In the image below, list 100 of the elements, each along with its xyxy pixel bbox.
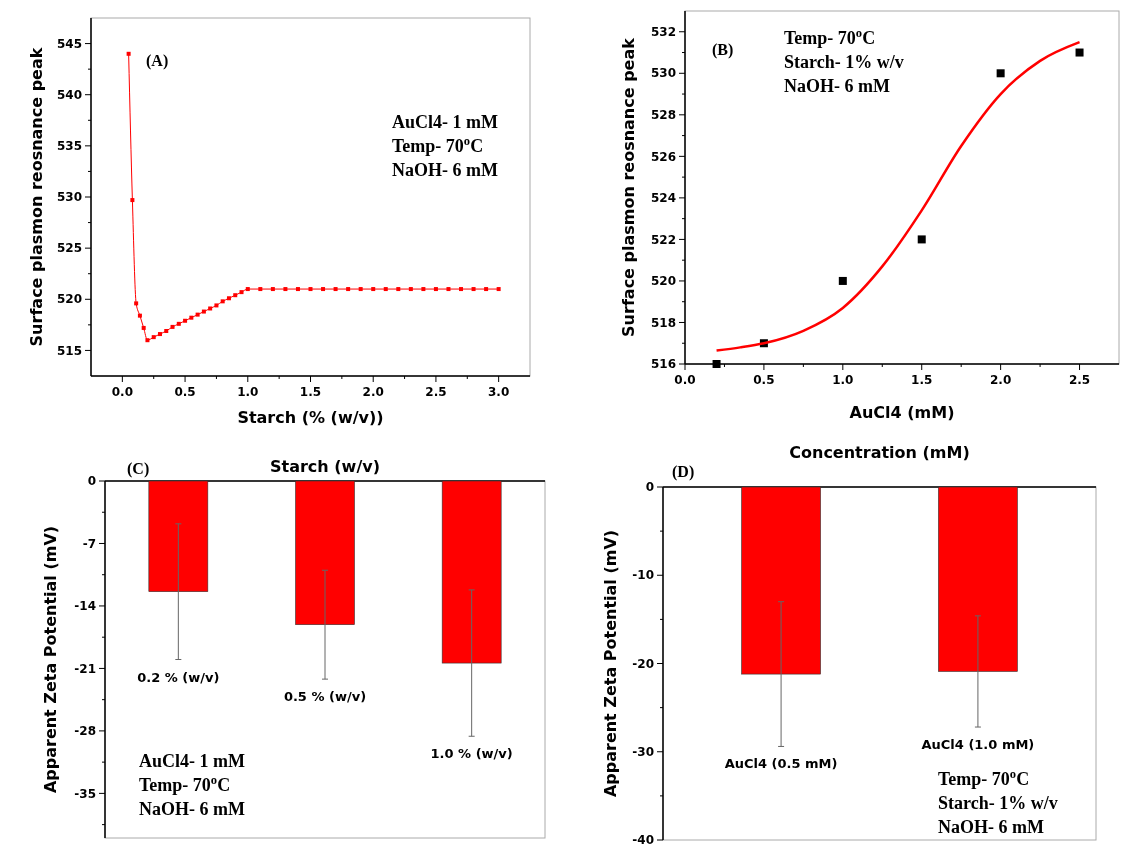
- y-tick-label: 522: [650, 232, 676, 247]
- point: [308, 287, 313, 292]
- y-axis-title: Apparent Zeta Potential (mV): [601, 529, 620, 798]
- y-tick-label: 530: [650, 66, 676, 81]
- point: [233, 293, 238, 298]
- y-axis-title: Surface plasmon reosnance peak: [619, 37, 638, 337]
- y-tick-label: -20: [632, 656, 654, 671]
- point: [838, 276, 847, 285]
- point: [164, 328, 169, 333]
- point: [183, 318, 188, 323]
- point: [170, 324, 175, 329]
- y-tick-label: -40: [632, 833, 654, 848]
- x-tick-label: AuCl4 (0.5 mM): [724, 756, 838, 772]
- point: [496, 287, 501, 292]
- x-tick-label: 0.0: [674, 373, 696, 387]
- text: (D): [672, 463, 695, 481]
- y-tick-label: -28: [74, 724, 96, 739]
- x-axis-title: AuCl4 (mM): [849, 403, 955, 422]
- annotation: NaOH- 6 mM: [139, 799, 245, 819]
- point: [1075, 48, 1084, 57]
- x-tick-label: 3.0: [488, 385, 510, 399]
- point: [220, 299, 225, 304]
- y-tick-label: -21: [74, 661, 96, 676]
- y-tick-label: 524: [650, 191, 676, 206]
- y-tick-label: 540: [56, 87, 82, 102]
- y-tick-label: -30: [632, 744, 654, 759]
- point: [258, 287, 263, 292]
- annotation: NaOH- 6 mM: [392, 160, 498, 180]
- y-tick-label: 526: [650, 149, 676, 164]
- y-tick-label: 518: [650, 315, 676, 330]
- point: [383, 287, 388, 292]
- y-tick-label: 0: [87, 474, 96, 489]
- point: [446, 287, 451, 292]
- point: [371, 287, 376, 292]
- x-axis-title: Starch (% (w/v)): [237, 408, 384, 427]
- y-tick-label: 520: [650, 274, 676, 289]
- x-tick-label: 2.5: [425, 385, 447, 399]
- point: [295, 287, 300, 292]
- point: [130, 198, 135, 203]
- x-tick-label: 0.5: [174, 385, 196, 399]
- point: [176, 321, 181, 326]
- point: [195, 312, 200, 317]
- point: [358, 287, 363, 292]
- y-axis-title: Apparent Zeta Potential (mV): [41, 525, 60, 794]
- point: [226, 296, 231, 301]
- annotation: Temp- 70$^{o}$C: [938, 767, 1030, 789]
- y-tick-label: 516: [650, 357, 676, 372]
- point: [321, 287, 326, 292]
- x-tick-label: 1.5: [299, 385, 322, 399]
- y-tick-label: -7: [82, 536, 96, 551]
- annotation: Temp- 70$^{o}$C: [139, 773, 231, 795]
- x-axis-title: Starch (w/v): [270, 457, 380, 476]
- point: [141, 325, 146, 330]
- point: [126, 51, 131, 56]
- point: [208, 306, 213, 311]
- annotation: AuCl4- 1 mM: [139, 751, 245, 771]
- point: [346, 287, 351, 292]
- y-tick-label: 0: [645, 480, 654, 495]
- point: [283, 287, 288, 292]
- point: [917, 235, 926, 244]
- annotation: Temp- 70$^{o}$C: [392, 134, 484, 156]
- point: [134, 301, 139, 306]
- x-tick-label: 0.5: [753, 373, 775, 387]
- point: [214, 303, 219, 308]
- x-axis-title: Concentration (mM): [789, 443, 970, 462]
- point: [239, 290, 244, 295]
- x-tick-label: 0.5 % (w/v): [283, 689, 367, 705]
- point: [151, 335, 156, 340]
- y-tick-label: 535: [56, 139, 82, 154]
- point: [484, 287, 489, 292]
- annotation: Temp- 70$^{o}$C: [784, 26, 876, 48]
- point: [408, 287, 413, 292]
- x-tick-label: 1.0 % (w/v): [430, 746, 513, 762]
- y-tick-label: 528: [650, 108, 676, 123]
- point: [459, 287, 464, 292]
- point: [396, 287, 401, 292]
- annotation: NaOH- 6 mM: [784, 76, 890, 96]
- point: [996, 69, 1005, 78]
- x-tick-label: 0.2 % (w/v): [137, 669, 220, 685]
- x-tick-label: 2.0: [362, 385, 384, 399]
- x-tick-label: 1.5: [911, 373, 933, 387]
- annotation: AuCl4- 1 mM: [392, 112, 498, 132]
- point: [270, 287, 275, 292]
- x-tick-label: 1.0: [237, 385, 259, 399]
- point: [333, 287, 338, 292]
- point: [145, 338, 150, 343]
- x-tick-label: 2.0: [990, 373, 1012, 387]
- point: [421, 287, 426, 292]
- point: [471, 287, 476, 292]
- point: [433, 287, 438, 292]
- y-axis-title: Surface plasmon reosnance peak: [27, 47, 46, 347]
- y-tick-label: 515: [56, 343, 82, 358]
- annotation: Starch- 1% w/v: [784, 52, 904, 72]
- x-tick-label: 1.0: [832, 373, 854, 387]
- annotation: NaOH- 6 mM: [938, 817, 1044, 837]
- x-tick-label: 0.0: [111, 385, 133, 399]
- y-tick-label: 530: [56, 190, 82, 205]
- x-tick-label: AuCl4 (1.0 mM): [921, 737, 1035, 753]
- annotation: Starch- 1% w/v: [938, 793, 1058, 813]
- y-tick-label: -14: [74, 599, 96, 614]
